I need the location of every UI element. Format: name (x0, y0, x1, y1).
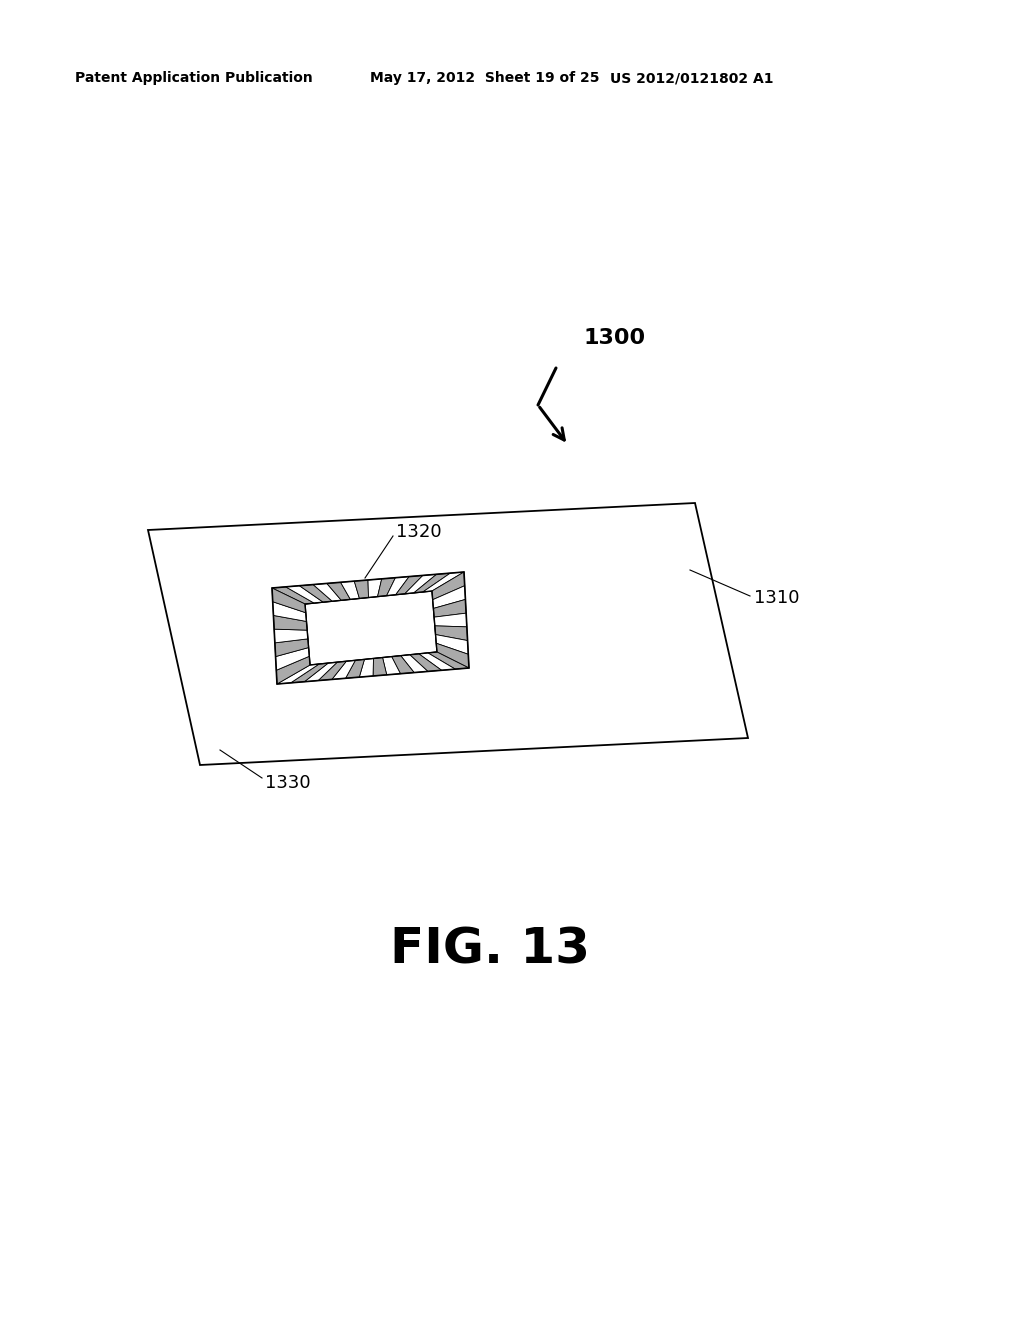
Polygon shape (148, 503, 748, 766)
Polygon shape (332, 660, 355, 680)
Polygon shape (435, 635, 468, 655)
Polygon shape (419, 653, 456, 671)
Polygon shape (305, 591, 437, 665)
Polygon shape (423, 572, 464, 591)
Polygon shape (435, 626, 468, 640)
Text: Patent Application Publication: Patent Application Publication (75, 71, 312, 84)
Polygon shape (414, 573, 451, 593)
Polygon shape (345, 660, 365, 678)
Polygon shape (272, 602, 306, 622)
Polygon shape (436, 643, 469, 668)
Polygon shape (391, 656, 414, 673)
Polygon shape (275, 648, 309, 671)
Polygon shape (400, 655, 428, 673)
Polygon shape (373, 657, 387, 676)
Polygon shape (428, 652, 469, 669)
Polygon shape (433, 586, 466, 609)
Polygon shape (299, 585, 332, 602)
Polygon shape (387, 577, 410, 595)
Polygon shape (341, 581, 359, 599)
Polygon shape (272, 587, 314, 605)
Polygon shape (272, 587, 306, 612)
Polygon shape (291, 663, 328, 682)
Polygon shape (286, 586, 324, 603)
Polygon shape (383, 656, 400, 675)
Polygon shape (410, 653, 441, 672)
Text: US 2012/0121802 A1: US 2012/0121802 A1 (610, 71, 773, 84)
Polygon shape (368, 579, 382, 598)
Polygon shape (359, 659, 374, 677)
Polygon shape (327, 582, 350, 601)
Text: 1320: 1320 (396, 523, 441, 541)
Text: May 17, 2012  Sheet 19 of 25: May 17, 2012 Sheet 19 of 25 (370, 71, 599, 84)
Polygon shape (274, 639, 308, 656)
Text: 1330: 1330 (265, 774, 310, 792)
Polygon shape (278, 664, 319, 684)
Polygon shape (433, 599, 466, 618)
Text: 1300: 1300 (583, 327, 645, 348)
Polygon shape (304, 663, 337, 681)
Polygon shape (276, 656, 310, 684)
Polygon shape (354, 579, 369, 598)
Text: FIG. 13: FIG. 13 (390, 927, 590, 974)
Polygon shape (395, 576, 423, 595)
Polygon shape (404, 574, 436, 594)
Polygon shape (318, 661, 346, 681)
Polygon shape (313, 583, 341, 601)
Polygon shape (274, 630, 308, 643)
Polygon shape (378, 578, 395, 597)
Polygon shape (273, 615, 307, 630)
Text: 1310: 1310 (754, 589, 800, 607)
Polygon shape (432, 572, 465, 599)
Polygon shape (434, 614, 467, 627)
